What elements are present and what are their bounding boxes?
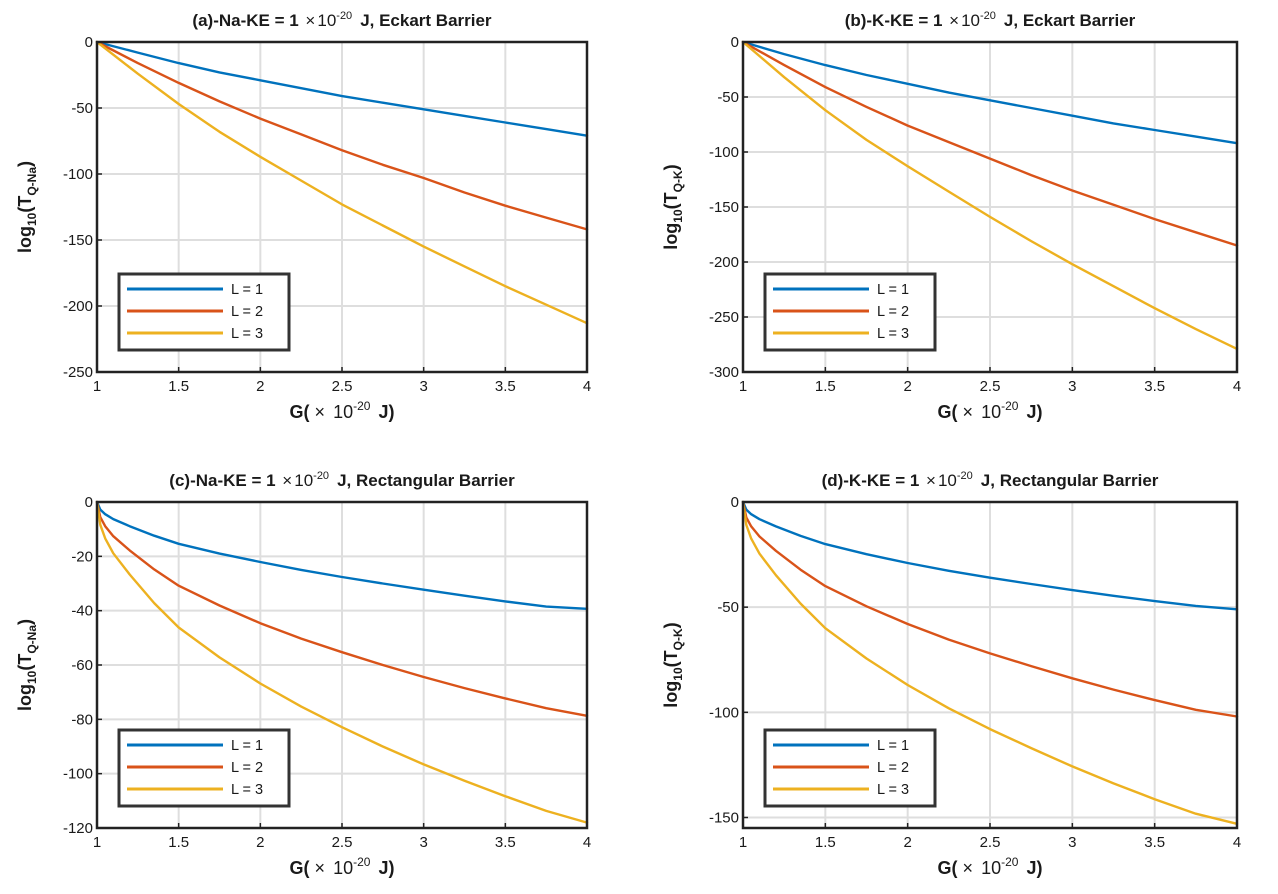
series-line-L1 (741, 500, 1239, 611)
series-line-L2 (95, 500, 589, 717)
y-tick-label: -250 (63, 364, 93, 381)
chart-title: (d)-K-KE = 1 × 10-20 J, Rectangular Barrie… (822, 470, 1159, 490)
legend-label-L2: L = 2 (877, 760, 909, 776)
y-tick-label: -80 (71, 711, 93, 728)
y-axis-label: log10(TQ-Na) (15, 161, 39, 253)
x-axis-label: G( × 10-20 J) (290, 855, 395, 878)
x-tick-label: 3 (1068, 834, 1076, 851)
legend-label-L1: L = 1 (877, 738, 909, 754)
y-tick-label: -50 (71, 100, 93, 117)
y-tick-label: -200 (63, 298, 93, 315)
chart-panel-3: 1 1.5 2 2.5 3 3.5 4 -150 -100 -50 0 (d)-K-KE = 1 × 1… (661, 470, 1241, 878)
y-tick-label: -60 (71, 657, 93, 674)
chart-title: (a)-Na-KE = 1 × 10-20 J, Eckart Barrier (192, 10, 492, 30)
legend: L = 1 L = 2 L = 3 (763, 728, 937, 808)
series-line-L3 (741, 500, 1239, 825)
chart-panel-2: 1 1.5 2 2.5 3 3.5 4 -120 -100 -80 -60 -40 -20 0 (c)-Na… (15, 470, 591, 878)
y-tick-label: -150 (63, 232, 93, 249)
x-tick-label: 3.5 (1144, 378, 1165, 395)
y-tick-label: 0 (85, 34, 93, 51)
x-tick-label: 2.5 (332, 834, 353, 851)
y-tick-label: -20 (71, 548, 93, 565)
y-tick-label: -50 (717, 89, 739, 106)
x-tick-label: 2 (903, 378, 911, 395)
x-tick-label: 3 (419, 834, 427, 851)
x-tick-label: 4 (583, 834, 591, 851)
series-line-L1 (741, 40, 1239, 145)
x-tick-label: 1 (739, 378, 747, 395)
x-tick-label: 1.5 (815, 378, 836, 395)
y-tick-label: -100 (709, 704, 739, 721)
y-tick-label: -100 (63, 766, 93, 783)
x-axis-label: G( × 10-20 J) (938, 855, 1043, 878)
series-line-L2 (741, 40, 1239, 247)
x-tick-label: 4 (1233, 378, 1241, 395)
x-tick-label: 1.5 (168, 834, 189, 851)
y-tick-label: -150 (709, 199, 739, 216)
y-axis-label: log10(TQ-K) (661, 622, 685, 707)
x-tick-label: 3.5 (1144, 834, 1165, 851)
chart-panel-1: 1 1.5 2 2.5 3 3.5 4 -300 -250 -200 -150 -100 -50 0 (b)… (661, 10, 1241, 422)
legend-label-L1: L = 1 (231, 282, 263, 298)
x-tick-label: 4 (583, 378, 591, 395)
y-tick-label: 0 (731, 34, 739, 51)
legend-label-L1: L = 1 (877, 282, 909, 298)
y-tick-label: -100 (63, 166, 93, 183)
chart-title: (b)-K-KE = 1 × 10-20 J, Eckart Barrier (845, 10, 1136, 30)
x-tick-label: 2 (903, 834, 911, 851)
series-line-L1 (95, 500, 589, 610)
legend-label-L2: L = 2 (231, 304, 263, 320)
legend: L = 1 L = 2 L = 3 (763, 272, 937, 352)
y-tick-label: -250 (709, 309, 739, 326)
x-tick-label: 3.5 (495, 834, 516, 851)
legend: L = 1 L = 2 L = 3 (117, 272, 291, 352)
x-tick-label: 1 (93, 378, 101, 395)
x-tick-label: 1.5 (168, 378, 189, 395)
legend-label-L1: L = 1 (231, 738, 263, 754)
legend-label-L3: L = 3 (231, 326, 263, 342)
y-tick-label: -50 (717, 599, 739, 616)
chart-panel-0: 1 1.5 2 2.5 3 3.5 4 -250 -200 -150 -100 -50 0 (a)-Na-… (15, 10, 591, 422)
y-tick-label: 0 (85, 494, 93, 511)
legend-label-L2: L = 2 (231, 760, 263, 776)
y-tick-label: 0 (731, 494, 739, 511)
series-line-L3 (741, 40, 1239, 351)
x-tick-label: 3 (419, 378, 427, 395)
y-tick-label: -40 (71, 603, 93, 620)
x-tick-label: 2.5 (332, 378, 353, 395)
y-axis-label: log10(TQ-Na) (15, 619, 39, 711)
x-tick-label: 1 (93, 834, 101, 851)
x-tick-label: 2 (256, 834, 264, 851)
series-line-L2 (95, 40, 589, 231)
x-tick-label: 3.5 (495, 378, 516, 395)
legend-label-L3: L = 3 (877, 326, 909, 342)
x-tick-label: 2.5 (980, 378, 1001, 395)
y-tick-label: -300 (709, 364, 739, 381)
y-tick-label: -120 (63, 820, 93, 837)
series-line-L3 (95, 500, 589, 824)
x-tick-label: 2.5 (980, 834, 1001, 851)
y-tick-label: -150 (709, 809, 739, 826)
series-line-L2 (741, 500, 1239, 718)
x-axis-label: G( × 10-20 J) (290, 399, 395, 422)
chart-title: (c)-Na-KE = 1 × 10-20 J, Rectangular Barri… (169, 470, 515, 490)
y-tick-label: -100 (709, 144, 739, 161)
legend-label-L2: L = 2 (877, 304, 909, 320)
legend-label-L3: L = 3 (877, 782, 909, 798)
x-tick-label: 2 (256, 378, 264, 395)
series-line-L3 (95, 40, 589, 325)
x-tick-label: 1.5 (815, 834, 836, 851)
x-tick-label: 1 (739, 834, 747, 851)
legend-label-L3: L = 3 (231, 782, 263, 798)
y-tick-label: -200 (709, 254, 739, 271)
y-axis-label: log10(TQ-K) (661, 164, 685, 249)
x-axis-label: G( × 10-20 J) (938, 399, 1043, 422)
series-line-L1 (95, 40, 589, 137)
legend: L = 1 L = 2 L = 3 (117, 728, 291, 808)
x-tick-label: 3 (1068, 378, 1076, 395)
x-tick-label: 4 (1233, 834, 1241, 851)
